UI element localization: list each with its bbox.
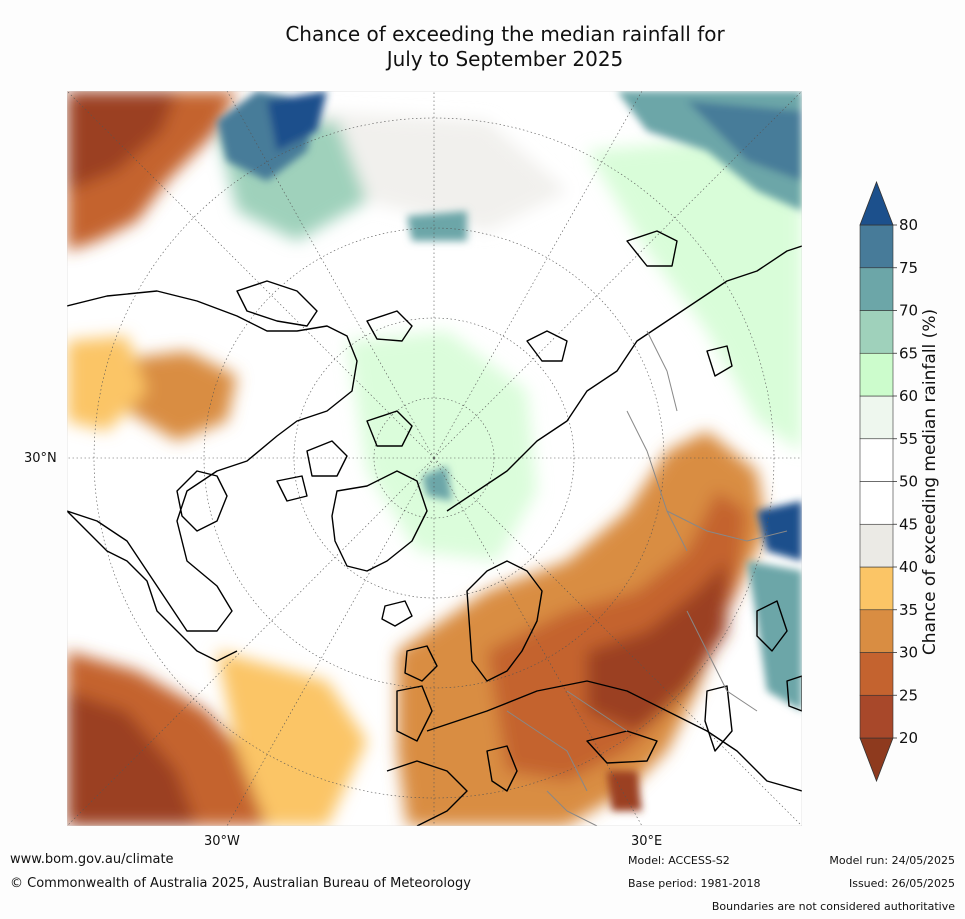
footer-issued: Issued: 26/05/2025 <box>848 877 955 890</box>
colorbar-tick-label-75: 75 <box>899 259 918 277</box>
colorbar-tick-label-40: 40 <box>899 558 918 576</box>
dry-region-north-pacific-core <box>67 91 177 191</box>
colorbar-arrow-low <box>859 737 894 783</box>
colorbar-band-50-55 <box>859 438 894 482</box>
colorbar-title: Chance of exceeding median rainfall (%) <box>920 308 940 656</box>
colorbar-tick-label-20: 20 <box>899 729 918 747</box>
wet-teal-greenland <box>422 466 452 501</box>
longitude-label-30w: 30°W <box>204 834 240 849</box>
footer-disclaimer: Boundaries are not considered authoritat… <box>711 900 955 913</box>
colorbar-band-25-30 <box>859 652 894 696</box>
wet-teal-arctic <box>407 211 467 241</box>
colorbar-tick-label-30: 30 <box>899 644 918 662</box>
colorbar-band-70-75 <box>859 267 894 311</box>
dry-region-southwest-core <box>67 691 197 826</box>
colorbar-band-35-40 <box>859 566 894 611</box>
wet-blue-northeast-core <box>687 101 802 181</box>
colorbar: 20 25 30 35 40 45 50 55 60 65 70 75 80 <box>859 180 918 783</box>
footer-url: www.bom.gov.au/climate <box>10 852 174 867</box>
colorbar-band-20-25 <box>859 694 894 739</box>
colorbar-tick-label-45: 45 <box>899 515 918 533</box>
colorbar-band-75-80 <box>859 224 894 269</box>
dry-region-europe-core <box>487 491 747 781</box>
colorbar-band-55-60 <box>859 395 894 440</box>
colorbar-band-40-45 <box>859 523 894 568</box>
colorbar-tick-label-60: 60 <box>899 387 918 405</box>
map-title: Chance of exceeding the median rainfall … <box>220 22 790 72</box>
coastlines <box>67 230 802 826</box>
rainfall-map <box>67 91 802 826</box>
longitude-label-30e: 30°E <box>631 834 663 849</box>
title-line-2: July to September 2025 <box>386 47 624 71</box>
colorbar-tick-label-35: 35 <box>899 601 918 619</box>
footer-copyright: © Commonwealth of Australia 2025, Austra… <box>10 876 471 891</box>
footer-model: Model: ACCESS-S2 <box>628 854 730 867</box>
colorbar-tick-label-55: 55 <box>899 430 918 448</box>
country-boundaries <box>506 330 788 826</box>
colorbar-tick-label-65: 65 <box>899 344 918 362</box>
dry-region-russia-core <box>587 561 727 731</box>
colorbar-tick-label-70: 70 <box>899 302 918 320</box>
dry-blob-middle-east <box>607 771 642 811</box>
dry-region-atlantic-pale <box>217 651 367 826</box>
title-line-1: Chance of exceeding the median rainfall … <box>285 22 725 46</box>
colorbar-band-30-35 <box>859 609 894 653</box>
footer-model-run: Model run: 24/05/2025 <box>829 854 955 867</box>
colorbar-tick-label-50: 50 <box>899 473 918 491</box>
colorbar-arrow-high <box>859 180 894 226</box>
footer-base-period: Base period: 1981-2018 <box>628 877 761 890</box>
colorbar-tick-label-25: 25 <box>899 686 918 704</box>
graticule <box>67 91 802 826</box>
wet-region-siberia <box>587 131 802 451</box>
wet-blue-asia-east <box>757 501 802 561</box>
wet-teal-asia-east <box>747 561 802 711</box>
colorbar-tick-label-80: 80 <box>899 216 918 234</box>
colorbar-band-45-50 <box>859 481 894 525</box>
colorbar-band-60-65 <box>859 352 894 397</box>
latitude-label-30n: 30°N <box>24 451 57 466</box>
neutral-band <box>307 111 567 231</box>
dry-region-north-america-pale <box>67 336 147 431</box>
colorbar-band-65-70 <box>859 310 894 354</box>
wet-blue-north <box>267 91 327 151</box>
